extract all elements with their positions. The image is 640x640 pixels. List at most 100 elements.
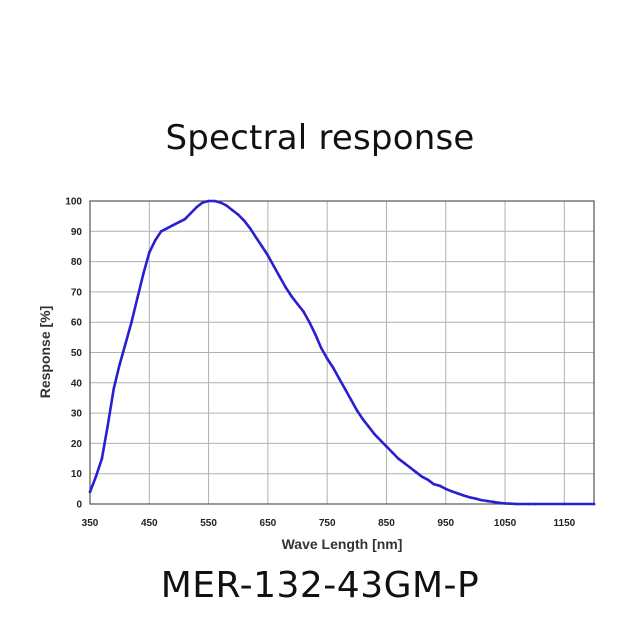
x-axis-label: Wave Length [nm] [282,536,403,552]
x-tick-label: 350 [82,518,99,529]
y-tick-label: 60 [71,318,83,329]
data-point [450,490,454,493]
data-point [397,457,400,460]
data-point [337,377,341,380]
y-tick-label: 90 [71,227,83,238]
response-curve-points [88,199,596,506]
data-point [290,295,293,298]
data-point [142,272,145,276]
data-point [456,492,459,495]
x-tick-labels: 350 450 550 650 750 850 950 1050 1150 [82,518,576,529]
data-point [296,302,299,306]
data-point [106,423,110,427]
data-point [183,217,187,221]
data-point [189,211,193,215]
data-point [207,199,210,203]
data-point [438,484,442,488]
data-point [373,433,376,436]
data-point [130,320,133,324]
y-tick-label: 0 [76,500,82,511]
data-point [331,366,335,369]
data-point [361,417,365,421]
data-point [112,387,115,391]
y-tick-label: 40 [71,378,83,389]
data-point [314,333,317,336]
y-tick-label: 10 [71,469,83,480]
data-point [284,286,288,289]
data-point [503,502,507,505]
data-point [231,208,234,212]
data-point [515,502,519,506]
data-point [497,501,501,505]
data-point [254,236,258,239]
data-point [171,223,175,227]
horizontal-gridlines [90,200,594,505]
data-point [385,445,388,448]
data-point [219,201,222,204]
data-point [432,483,436,486]
y-tick-label: 20 [71,439,83,450]
data-point [480,498,483,502]
x-tick-label: 750 [319,518,336,529]
data-point [444,487,448,491]
chart-title: Spectral response [165,118,475,158]
data-point [462,494,465,497]
data-point [521,502,525,506]
data-point [325,357,329,360]
x-tick-label: 950 [437,518,454,529]
data-point [278,275,282,279]
data-point [148,251,151,254]
data-point [486,499,489,503]
data-point [563,502,566,506]
x-tick-label: 550 [200,518,217,529]
data-point [319,346,323,350]
data-point [236,213,240,216]
y-tick-label: 80 [71,257,83,268]
data-point [391,451,394,454]
data-point [527,502,531,506]
data-point [225,204,228,207]
data-point [533,502,536,506]
data-point [266,254,270,257]
data-point [367,425,371,429]
data-point [509,502,513,506]
x-tick-label: 1050 [494,518,517,529]
data-point [272,264,276,268]
y-tick-label: 70 [71,287,83,298]
data-point [213,199,216,203]
data-point [124,342,127,345]
data-point [118,363,121,366]
camera-model: MER-132-43GM-P [160,565,480,606]
data-point [159,230,163,233]
data-point [426,478,430,482]
y-tick-label: 50 [71,348,83,359]
data-point [420,475,424,479]
data-point [414,470,418,474]
data-point [468,496,471,499]
data-point [349,398,353,401]
y-tick-labels: 0 10 20 30 40 50 60 70 80 90 100 [65,197,82,511]
x-tick-label: 450 [141,518,158,529]
data-point [302,310,305,313]
data-point [408,466,412,469]
plot-frame [89,200,595,505]
data-point [343,387,347,391]
data-point [248,227,252,230]
data-point [153,239,157,242]
data-point [177,220,181,224]
data-point [491,500,495,504]
data-point [195,205,198,209]
data-point [94,475,98,479]
data-point [355,408,359,412]
data-point [242,219,246,222]
x-tick-label: 650 [260,518,277,529]
data-point [260,245,264,248]
data-point [165,227,169,230]
data-point [474,497,477,500]
y-axis-label: Response [%] [37,306,53,399]
data-point [136,296,139,300]
x-tick-label: 1150 [554,518,576,529]
x-tick-label: 850 [378,518,395,529]
data-point [379,439,382,442]
